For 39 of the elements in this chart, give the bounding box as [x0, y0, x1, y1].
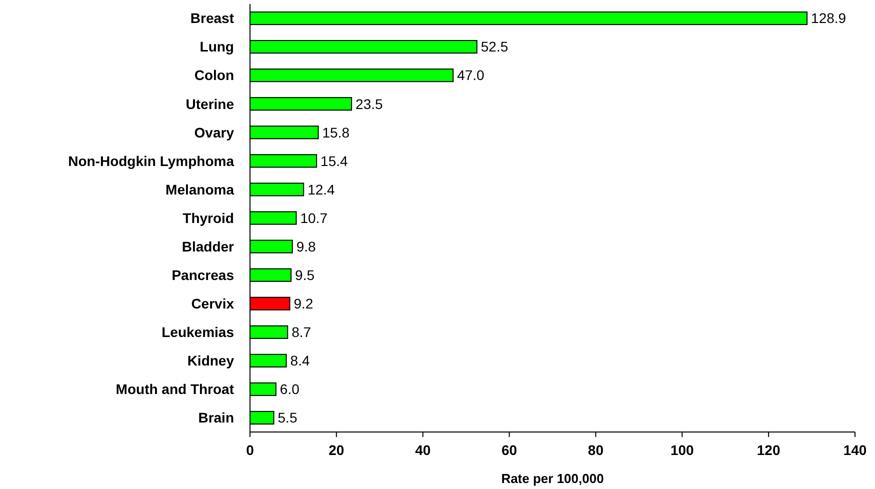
y-tick-label: Bladder — [182, 238, 235, 254]
data-label: 8.7 — [292, 324, 312, 340]
y-tick-label: Kidney — [187, 352, 234, 369]
y-tick-label: Lung — [200, 38, 234, 55]
data-label: 10.7 — [300, 210, 328, 226]
y-tick-label: Non-Hodgkin Lymphoma — [68, 152, 234, 169]
x-tick-label: 140 — [843, 442, 867, 458]
data-label: 8.4 — [290, 352, 310, 369]
x-tick-label: 120 — [756, 442, 780, 458]
y-tick-label: Ovary — [194, 124, 234, 140]
x-tick-label: 80 — [588, 442, 604, 458]
y-tick-label: Mouth and Throat — [116, 381, 234, 398]
data-label: 15.4 — [320, 152, 348, 169]
x-tick-label: 40 — [415, 442, 431, 458]
data-label: 47.0 — [457, 67, 485, 84]
y-tick-label: Thyroid — [182, 210, 234, 226]
data-label: 23.5 — [356, 96, 384, 112]
data-label: 15.8 — [322, 124, 350, 140]
x-axis-title: Rate per 100,000 — [501, 471, 604, 486]
y-tick-label: Uterine — [186, 96, 234, 112]
data-label: 9.8 — [296, 238, 316, 254]
data-label: 128.9 — [811, 10, 846, 26]
data-label: 9.5 — [295, 266, 315, 283]
y-tick-label: Colon — [194, 67, 234, 84]
data-label: 5.5 — [278, 410, 298, 426]
x-tick-label: 0 — [246, 442, 254, 458]
x-tick-label: 100 — [670, 442, 694, 458]
y-tick-label: Pancreas — [172, 266, 234, 283]
y-tick-label: Breast — [190, 10, 234, 26]
data-label: 6.0 — [280, 381, 300, 398]
y-tick-label: Leukemias — [162, 324, 234, 340]
data-label: 9.2 — [294, 296, 314, 312]
y-tick-label: Cervix — [191, 296, 234, 312]
x-tick-label: 60 — [501, 442, 518, 458]
x-tick-label: 20 — [328, 442, 344, 458]
y-tick-label: Brain — [198, 410, 234, 426]
data-label: 52.5 — [480, 38, 508, 55]
data-label: 12.4 — [308, 181, 336, 198]
y-tick-label: Melanoma — [166, 181, 234, 198]
